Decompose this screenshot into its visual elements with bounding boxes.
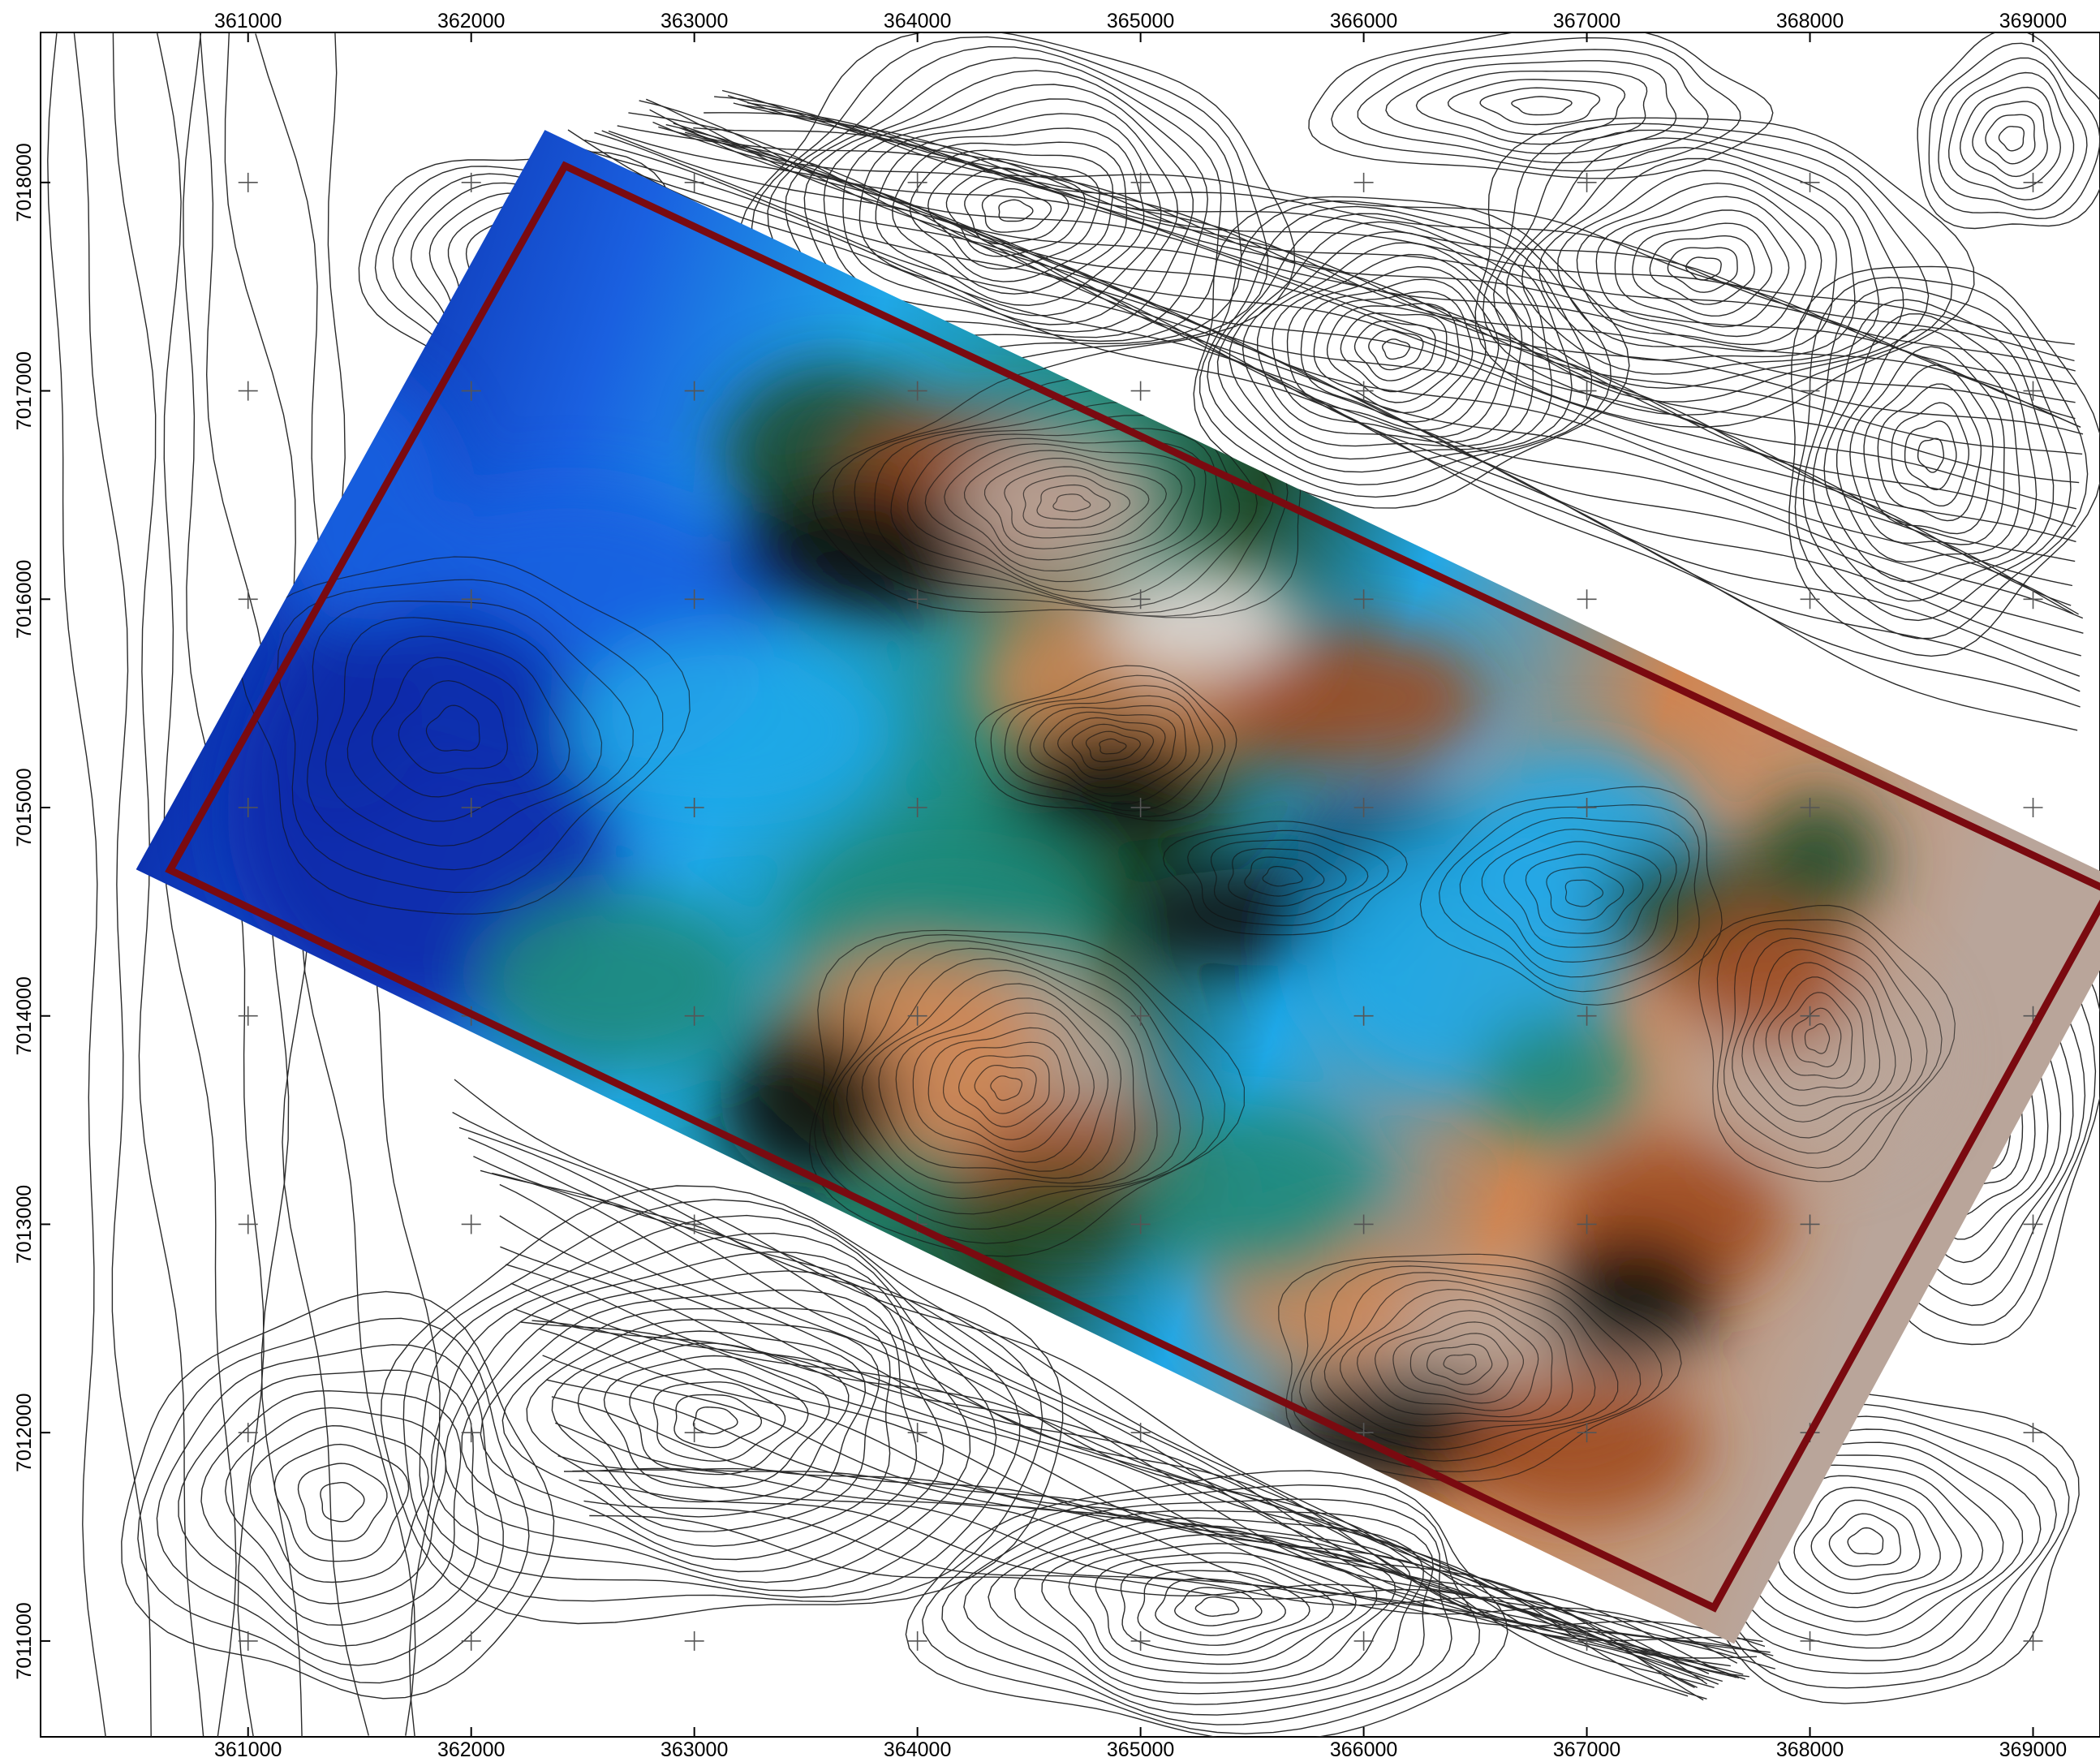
x-tick-label-top: 366000 [1330, 10, 1397, 32]
y-tick-label: 7015000 [13, 768, 36, 847]
grid-cross [1353, 1006, 1374, 1026]
grid-cross [1353, 1631, 1374, 1651]
x-tick-label-top: 369000 [1999, 10, 2067, 32]
grid-cross [1577, 1214, 1597, 1234]
grid-cross [1130, 589, 1151, 610]
grid-cross [684, 589, 704, 610]
grid-cross [907, 172, 927, 192]
grid-cross [238, 1423, 258, 1443]
grid-cross [2023, 798, 2043, 818]
grid-cross [238, 381, 258, 401]
grid-cross [907, 589, 927, 610]
grid-cross [461, 589, 481, 610]
grid-cross [1130, 1214, 1151, 1234]
grid-cross [2023, 1631, 2043, 1651]
grid-cross [2023, 172, 2043, 192]
grid-cross [1353, 798, 1374, 818]
grid-cross [461, 381, 481, 401]
grid-cross [684, 1423, 704, 1443]
grid-cross [907, 1006, 927, 1026]
x-tick-label-bottom: 365000 [1107, 1738, 1174, 1761]
y-tick-label: 7018000 [13, 143, 36, 222]
grid-cross [907, 1423, 927, 1443]
survey-boundary [165, 161, 2100, 1613]
grid-cross [1353, 1214, 1374, 1234]
grid-cross [1800, 381, 1820, 401]
grid-cross [1800, 798, 1820, 818]
grid-cross [2023, 1214, 2043, 1234]
grid-cross [1577, 1006, 1597, 1026]
grid-cross [1353, 381, 1374, 401]
grid-cross [461, 1631, 481, 1651]
y-tick-label: 7014000 [13, 976, 36, 1055]
grid-cross [907, 1631, 927, 1651]
x-tick-label-top: 362000 [437, 10, 505, 32]
y-tick-label: 7017000 [13, 351, 36, 430]
grid-cross [684, 798, 704, 818]
grid-cross [238, 1214, 258, 1234]
grid-cross [1800, 1631, 1820, 1651]
x-tick-label-bottom: 369000 [1999, 1738, 2067, 1761]
grid-cross [684, 1214, 704, 1234]
grid-cross [1800, 1006, 1820, 1026]
x-tick-label-bottom: 361000 [214, 1738, 282, 1761]
grid-cross [1577, 1423, 1597, 1443]
grid-cross [1130, 798, 1151, 818]
x-tick-label-top: 365000 [1107, 10, 1174, 32]
grid-cross [1130, 381, 1151, 401]
grid-cross [684, 1006, 704, 1026]
x-tick-label-top: 363000 [661, 10, 728, 32]
grid-cross [2023, 381, 2043, 401]
grid-cross [461, 172, 481, 192]
x-tick-label-bottom: 368000 [1776, 1738, 1844, 1761]
x-tick-label-bottom: 363000 [661, 1738, 728, 1761]
grid-cross [461, 1214, 481, 1234]
grid-cross [1353, 589, 1374, 610]
grid-cross [1577, 172, 1597, 192]
x-tick-label-top: 361000 [214, 10, 282, 32]
grid-cross [684, 381, 704, 401]
x-tick-label-bottom: 366000 [1330, 1738, 1397, 1761]
grid-cross [461, 798, 481, 818]
y-tick-label: 7016000 [13, 560, 36, 639]
grid-cross [907, 798, 927, 818]
grid-cross [1800, 172, 1820, 192]
grid-cross [684, 1631, 704, 1651]
x-axis-bottom: 361000 362000 363000 364000 365000 366000 3670… [214, 1727, 2067, 1761]
grid-cross [461, 1423, 481, 1443]
grid-cross [1800, 1214, 1820, 1234]
grid-cross [684, 172, 704, 192]
y-tick-label: 7013000 [13, 1185, 36, 1264]
grid-cross [1577, 798, 1597, 818]
y-tick-label: 7011000 [13, 1602, 36, 1679]
grid-cross [1353, 172, 1374, 192]
grid-cross [238, 1006, 258, 1026]
grid-cross [2023, 1423, 2043, 1443]
grid-cross [1130, 1631, 1151, 1651]
x-tick-label-bottom: 367000 [1553, 1738, 1620, 1761]
grid-cross [1577, 381, 1597, 401]
grid-cross [1800, 589, 1820, 610]
x-axis-top: 361000 362000 363000 364000 365000 366000 3670… [214, 10, 2067, 42]
grid-cross [2023, 589, 2043, 610]
y-tick-label: 7012000 [13, 1394, 36, 1472]
grid-cross [1577, 589, 1597, 610]
grid-crosses [238, 172, 2043, 1651]
grid-cross [907, 381, 927, 401]
x-tick-label-top: 368000 [1776, 10, 1844, 32]
grid-cross [1130, 1006, 1151, 1026]
x-tick-label-bottom: 362000 [437, 1738, 505, 1761]
grid-cross [1130, 1423, 1151, 1443]
grid-cross [1130, 172, 1151, 192]
grid-cross [1577, 1631, 1597, 1651]
x-tick-label-bottom: 364000 [884, 1738, 951, 1761]
grid-cross [238, 1631, 258, 1651]
grid-cross [238, 172, 258, 192]
x-tick-label-top: 367000 [1553, 10, 1620, 32]
grid-cross [238, 798, 258, 818]
x-tick-label-top: 364000 [884, 10, 951, 32]
y-axis-left: 7018000 7017000 7016000 7015000 7014000 70130… [13, 143, 50, 1680]
grid-cross [238, 589, 258, 610]
